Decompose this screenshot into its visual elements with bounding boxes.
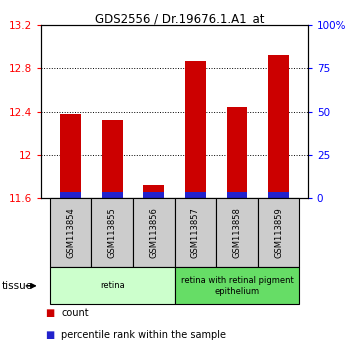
Text: GSM113857: GSM113857 xyxy=(191,207,200,258)
Text: ■: ■ xyxy=(45,308,54,318)
Bar xyxy=(133,198,175,267)
Text: GSM113856: GSM113856 xyxy=(149,207,158,258)
Text: GSM113859: GSM113859 xyxy=(274,207,283,258)
Text: percentile rank within the sample: percentile rank within the sample xyxy=(61,330,226,340)
Text: retina: retina xyxy=(100,281,125,290)
Bar xyxy=(268,55,289,198)
Bar xyxy=(227,107,247,198)
Bar xyxy=(60,192,81,198)
Bar xyxy=(102,192,122,198)
Text: GSM113858: GSM113858 xyxy=(233,207,242,258)
Text: retina with retinal pigment
epithelium: retina with retinal pigment epithelium xyxy=(181,276,293,296)
Bar xyxy=(143,192,164,198)
Text: GSM113855: GSM113855 xyxy=(108,207,117,258)
Text: tissue: tissue xyxy=(2,281,33,291)
Bar xyxy=(268,192,289,198)
Bar xyxy=(185,192,206,198)
Bar xyxy=(143,185,164,198)
Bar xyxy=(258,198,300,267)
Bar xyxy=(102,120,122,198)
Text: count: count xyxy=(61,308,89,318)
Text: ■: ■ xyxy=(45,330,54,340)
Text: GDS2556 / Dr.19676.1.A1_at: GDS2556 / Dr.19676.1.A1_at xyxy=(95,12,265,25)
Bar xyxy=(227,192,247,198)
Bar xyxy=(175,198,216,267)
Bar xyxy=(50,198,91,267)
Text: GSM113854: GSM113854 xyxy=(66,207,75,258)
Bar xyxy=(50,267,175,304)
Bar xyxy=(60,114,81,198)
Bar xyxy=(216,198,258,267)
Bar xyxy=(175,267,300,304)
Bar xyxy=(91,198,133,267)
Bar xyxy=(185,61,206,198)
